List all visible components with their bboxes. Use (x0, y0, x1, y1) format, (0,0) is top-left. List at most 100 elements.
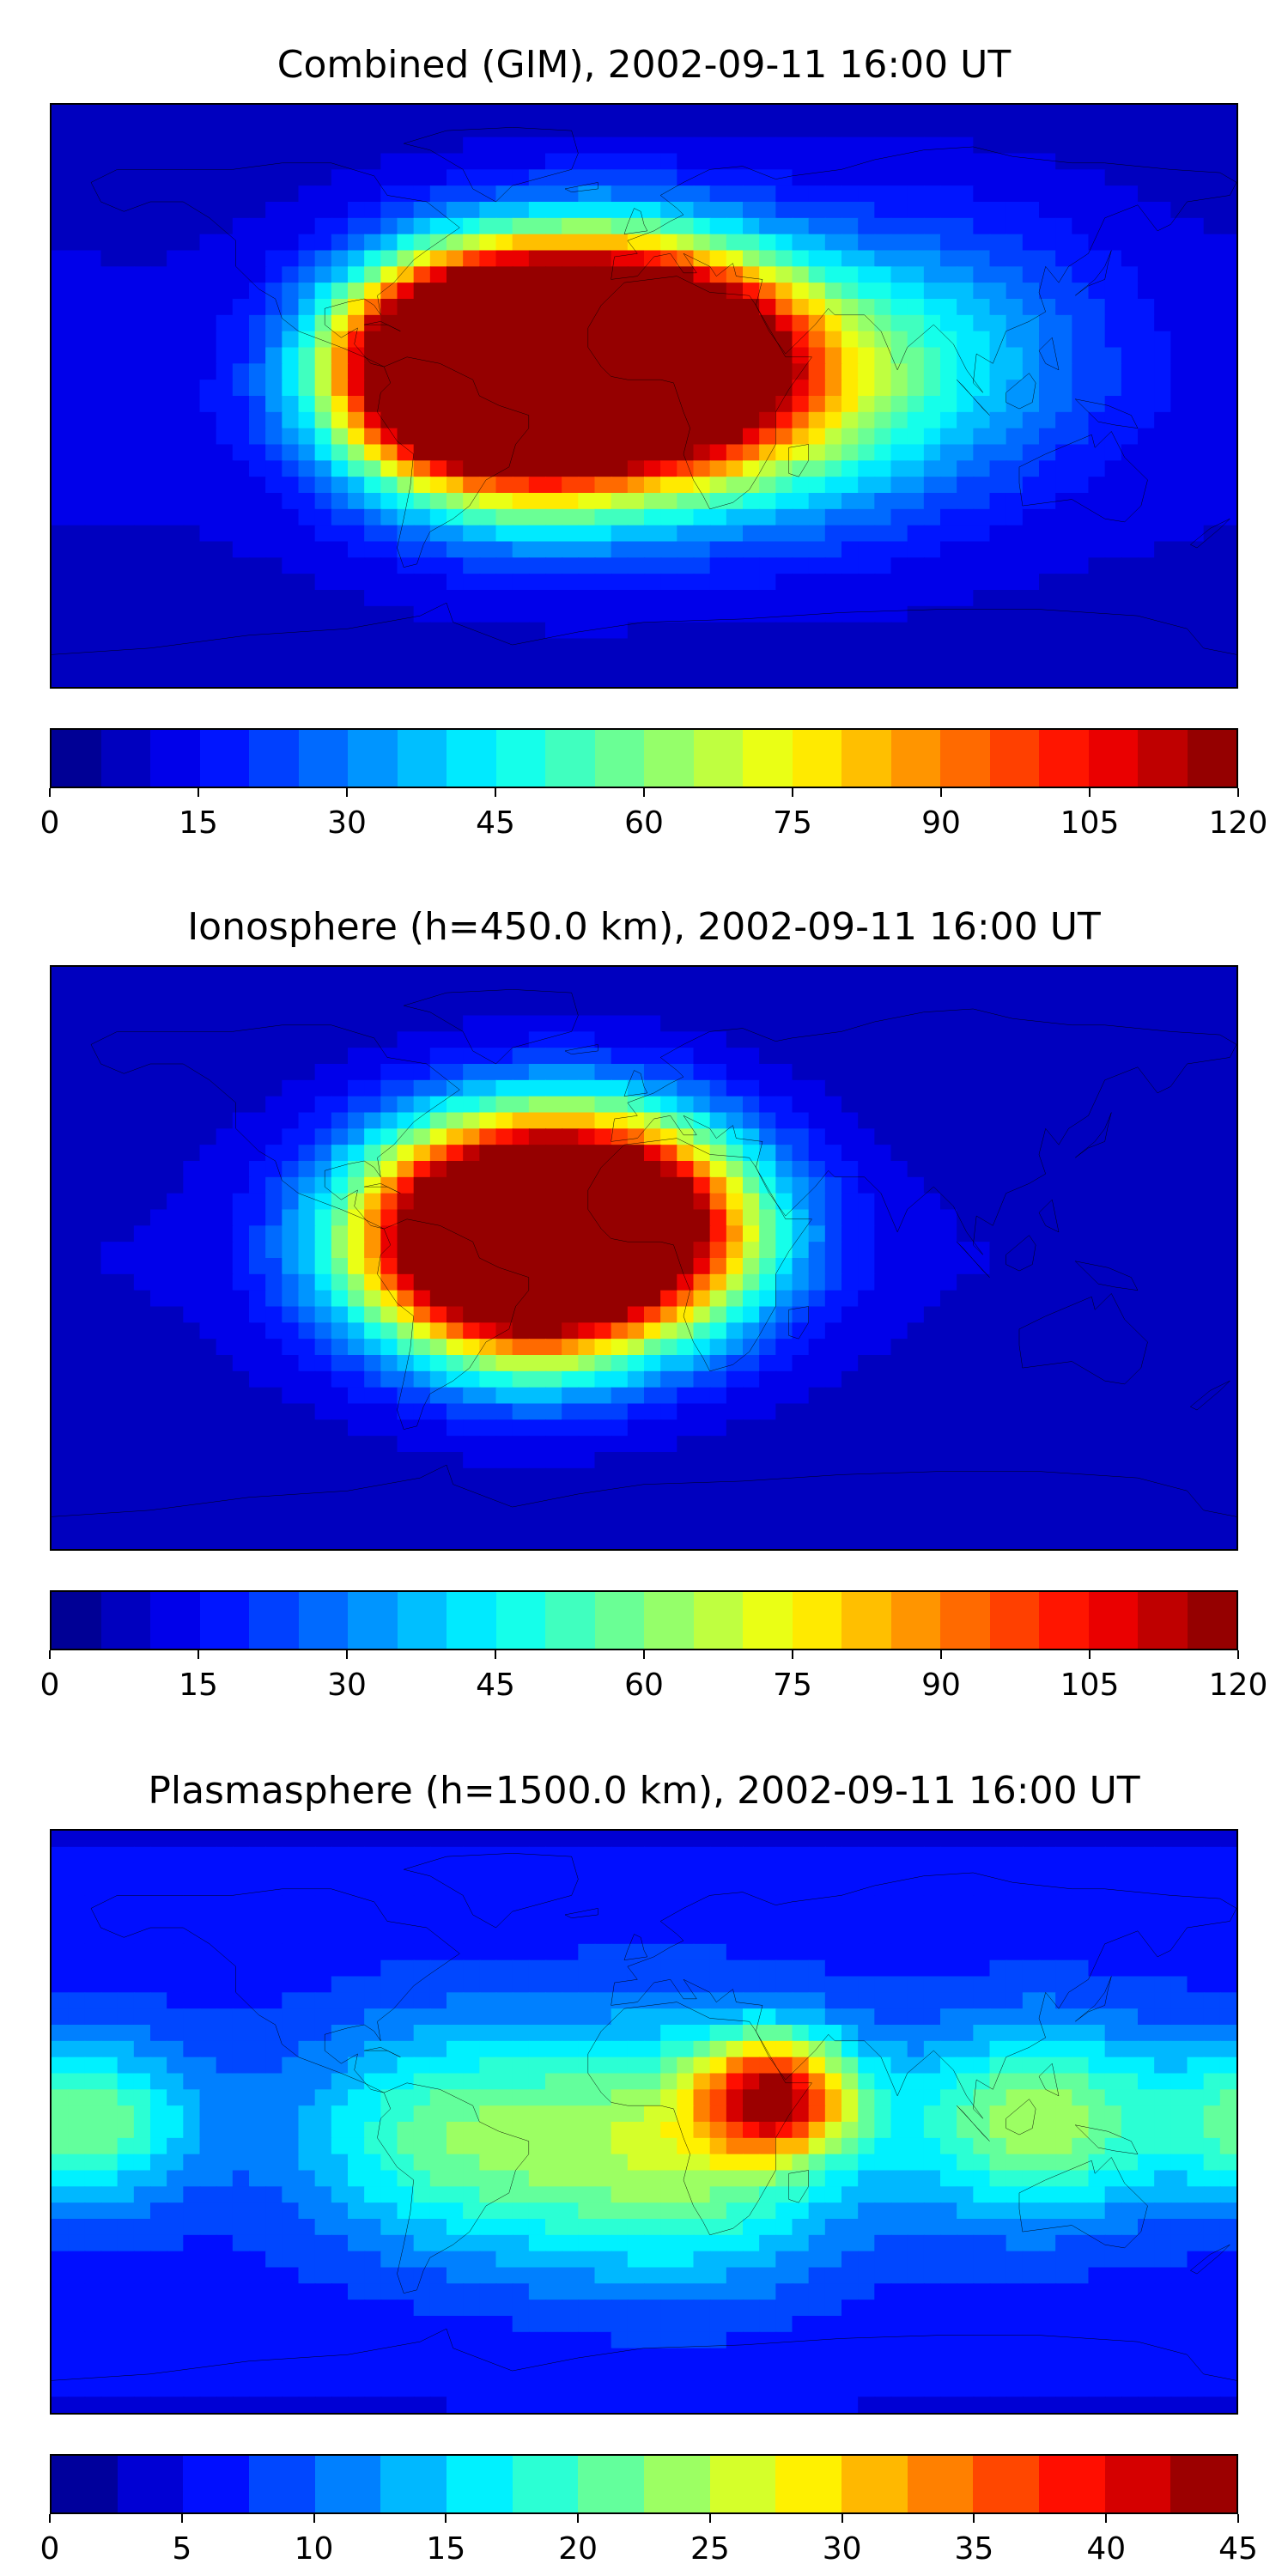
coastline (1190, 519, 1230, 548)
colorbar-tick-label: 15 (179, 805, 218, 841)
colorbar-tick (313, 2514, 315, 2523)
colorbar-segment (644, 730, 694, 787)
colorbar-segment (743, 1592, 793, 1649)
colorbar-tick (940, 788, 942, 797)
coastline (378, 1219, 529, 1430)
colorbar-tick-label: 60 (624, 805, 664, 841)
colorbar-segment (512, 2456, 579, 2512)
coastline (1075, 2125, 1138, 2154)
colorbar-tick-label: 15 (426, 2531, 466, 2567)
coastline (404, 127, 578, 202)
colorbar-tick-label: 35 (954, 2531, 994, 2567)
colorbar-segment (447, 2456, 513, 2512)
tec-map-ionosphere (50, 965, 1238, 1551)
coastline (52, 2329, 1236, 2380)
colorbar-segment (249, 730, 299, 787)
colorbar-segment (495, 1592, 545, 1649)
colorbar-segment (117, 2456, 184, 2512)
colorbar-segment (545, 730, 595, 787)
coastline (957, 380, 989, 415)
colorbar-tick-label: 10 (294, 2531, 334, 2567)
colorbar-tick-label: 60 (624, 1668, 664, 1703)
map-title: Ionosphere (h=450.0 km), 2002-09-11 16:0… (187, 905, 1101, 949)
colorbar-segment (100, 730, 150, 787)
colorbar-tick (346, 788, 348, 797)
colorbar-segment (1187, 1592, 1236, 1649)
colorbar-segment (447, 730, 496, 787)
colorbar-segment (348, 730, 398, 787)
colorbar-segment (52, 730, 101, 787)
colorbar-segment (594, 1592, 644, 1649)
colorbar-segment (743, 730, 793, 787)
map-title: Plasmasphere (h=1500.0 km), 2002-09-11 1… (148, 1769, 1140, 1813)
colorbar-tick (495, 1650, 496, 1659)
coastline (957, 1242, 989, 1277)
coastline (565, 1908, 598, 1917)
colorbar-tick (643, 1650, 645, 1659)
colorbar-tick-label: 40 (1086, 2531, 1127, 2567)
colorbar-segment (1138, 730, 1188, 787)
coastlines (52, 989, 1236, 1516)
colorbar-segment (1039, 2456, 1105, 2512)
coastline (611, 147, 1236, 392)
colorbar-segment (841, 730, 891, 787)
colorbar-tick (1089, 788, 1091, 797)
colorbar-tick (792, 788, 793, 797)
colorbar-tick-label: 0 (39, 1668, 60, 1703)
colorbar-tick (1105, 2514, 1108, 2523)
coastline (1039, 1200, 1059, 1232)
colorbar-tick-label: 90 (921, 805, 961, 841)
colorbar-segment (298, 730, 348, 787)
colorbar-tick (1089, 1650, 1091, 1659)
colorbar-segment (989, 1592, 1039, 1649)
colorbar-tick-label: 105 (1060, 1668, 1120, 1703)
colorbar-ticks: 0 5 10 15 20 25 30 35 40 45 (40, 2514, 1258, 2567)
colorbar-segment (1138, 1592, 1188, 1649)
colorbar-tick (1237, 788, 1239, 797)
tec-field (52, 1831, 1236, 2413)
colorbar-segment (199, 730, 249, 787)
colorbar-segment (890, 730, 940, 787)
colorbar-segment (1104, 2456, 1171, 2512)
colorbar-tick-label: 15 (179, 1668, 218, 1703)
coastline (1190, 1381, 1230, 1410)
coastline (611, 1009, 1236, 1255)
colorbar-segment (150, 730, 200, 787)
colorbar-tick (49, 2514, 51, 2523)
colorbar-tick-label: 45 (476, 1668, 515, 1703)
colorbar-segment (348, 1592, 398, 1649)
coastline (1075, 1977, 1111, 2022)
colorbar-segment (150, 1592, 200, 1649)
coastlines (52, 1853, 1236, 2380)
colorbar-tick-label: 45 (476, 805, 515, 841)
coastline (1006, 374, 1036, 409)
colorbar-tick (643, 788, 645, 797)
colorbar-segment (52, 2456, 118, 2512)
colorbar-tick-label: 90 (921, 1668, 961, 1703)
colorbar-segment (578, 2456, 645, 2512)
colorbar-segment (792, 730, 841, 787)
colorbar-ticks: 0 15 30 45 60 75 90 105 120 (40, 1650, 1267, 1703)
colorbar-segment (973, 2456, 1040, 2512)
coastline (588, 1139, 812, 1371)
coastline (565, 182, 598, 191)
colorbar-segment (314, 2456, 381, 2512)
coastline (957, 2105, 989, 2141)
coastline (91, 1889, 459, 2093)
colorbar-segment (841, 2456, 908, 2512)
colorbar-segment (890, 1592, 940, 1649)
colorbar-tick (841, 2514, 843, 2523)
coastline (1006, 1236, 1036, 1271)
colorbar-tick (940, 1650, 942, 1659)
colorbar-segment (249, 1592, 299, 1649)
tec-map-combined (50, 103, 1238, 689)
colorbar-segment (709, 2456, 776, 2512)
colorbar-segment (841, 1592, 891, 1649)
colorbar-tick (197, 1650, 199, 1659)
coastline (624, 1935, 647, 1960)
tec-field (52, 967, 1236, 1549)
colorbar-segment (495, 730, 545, 787)
tec-field (52, 105, 1236, 687)
colorbar-segment (1039, 1592, 1089, 1649)
colorbar-tick-label: 20 (558, 2531, 598, 2567)
